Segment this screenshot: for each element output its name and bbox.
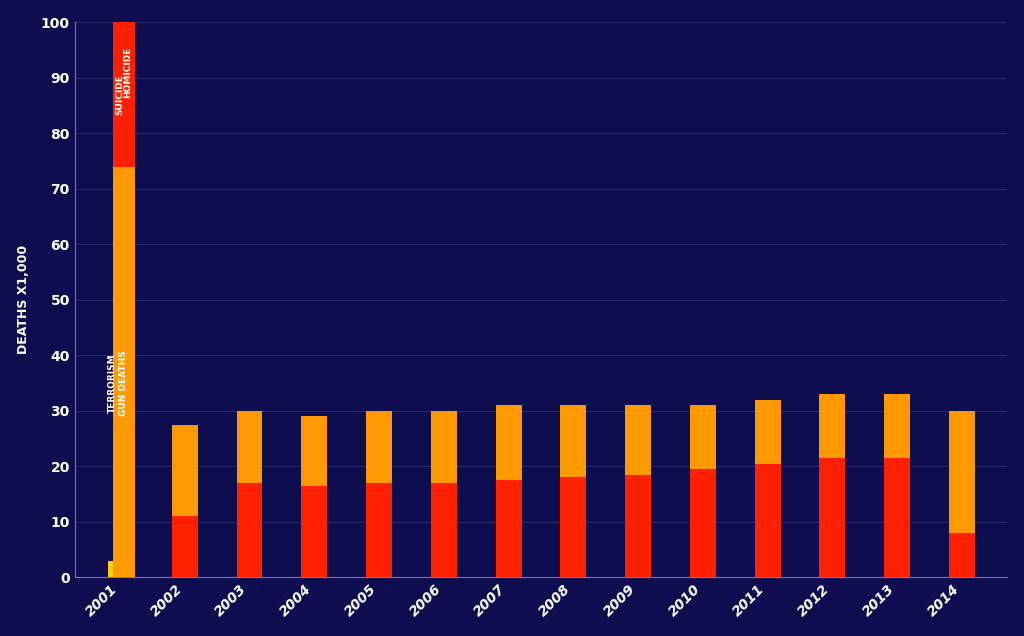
Bar	[238, 576, 243, 577]
Bar	[885, 394, 910, 458]
Bar	[690, 576, 695, 577]
Bar	[819, 458, 846, 577]
Bar	[560, 478, 587, 577]
Bar	[302, 576, 307, 577]
Bar	[367, 576, 372, 577]
Bar	[820, 576, 825, 577]
Text: GUN DEATHS: GUN DEATHS	[120, 350, 128, 416]
Bar	[885, 576, 890, 577]
Bar	[755, 464, 780, 577]
Bar	[237, 411, 262, 483]
Bar	[690, 469, 716, 577]
Bar	[301, 486, 328, 577]
Bar	[756, 576, 761, 577]
Bar	[301, 417, 328, 486]
Bar	[949, 411, 975, 533]
Text: HOMICIDE: HOMICIDE	[123, 46, 132, 98]
Text: TERRORISM: TERRORISM	[108, 353, 117, 413]
Y-axis label: DEATHS X1,000: DEATHS X1,000	[16, 245, 30, 354]
Bar	[560, 405, 587, 478]
Bar	[885, 458, 910, 577]
Bar	[561, 576, 566, 577]
Bar	[626, 405, 651, 474]
Bar	[109, 561, 116, 577]
Bar	[113, 17, 135, 167]
Bar	[237, 483, 262, 577]
Bar	[949, 533, 975, 577]
Bar	[626, 576, 631, 577]
Bar	[367, 483, 392, 577]
Bar	[113, 167, 135, 577]
Bar	[431, 483, 457, 577]
Bar	[690, 405, 716, 469]
Bar	[172, 516, 198, 577]
Bar	[497, 576, 502, 577]
Bar	[496, 480, 521, 577]
Bar	[819, 394, 846, 458]
Bar	[367, 411, 392, 483]
Bar	[431, 576, 436, 577]
Bar	[949, 576, 954, 577]
Bar	[172, 576, 177, 577]
Bar	[626, 474, 651, 577]
Bar	[496, 405, 521, 480]
Bar	[431, 411, 457, 483]
Text: SUICIDE: SUICIDE	[116, 74, 125, 114]
Bar	[172, 425, 198, 516]
Bar	[755, 399, 780, 464]
